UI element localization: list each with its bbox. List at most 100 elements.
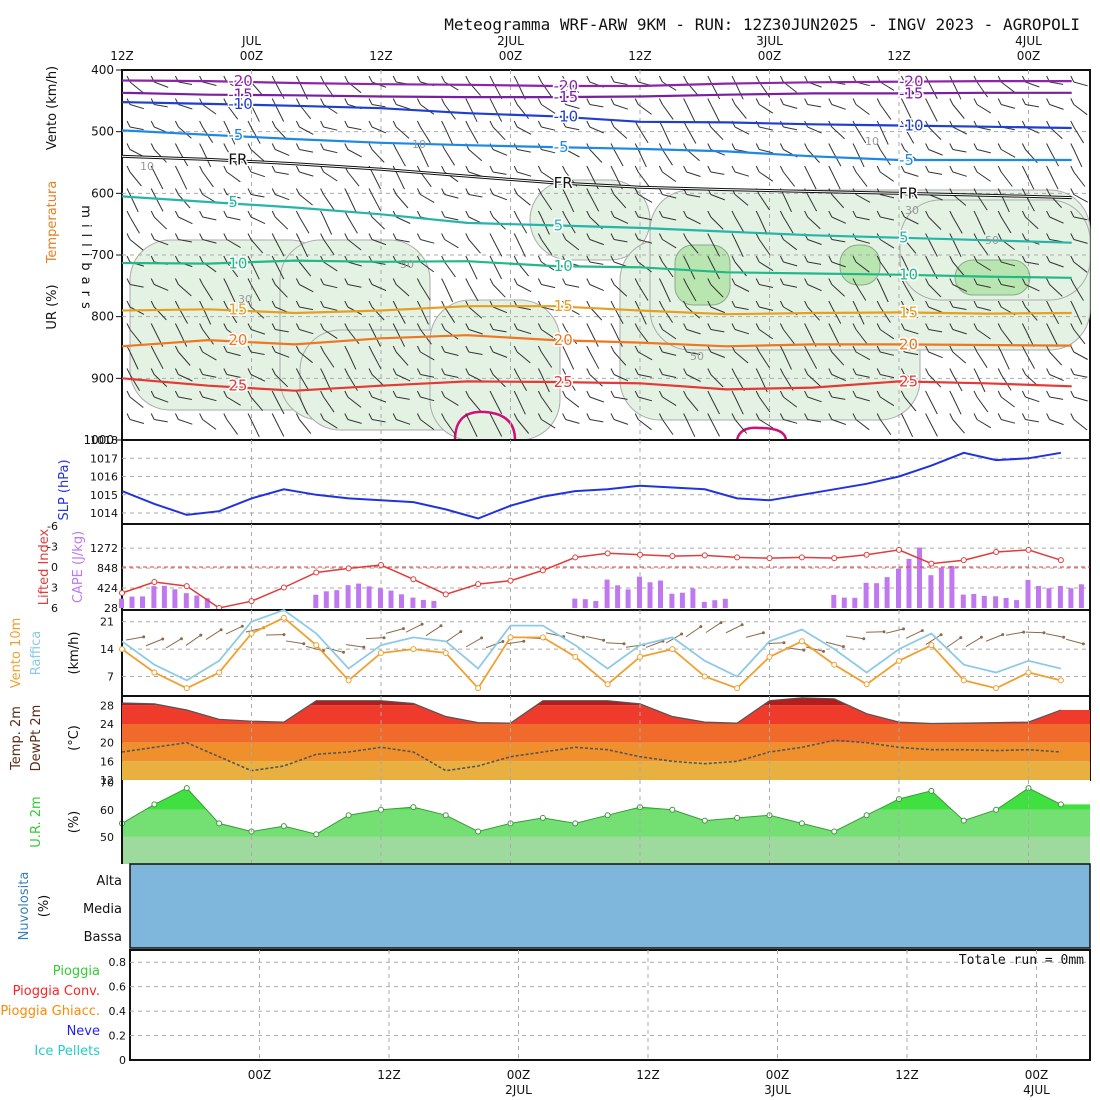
wind-barb-flag — [586, 75, 591, 83]
wind-barb — [759, 284, 774, 288]
wind-barb-flag — [392, 368, 397, 375]
wind-barb — [419, 149, 429, 168]
li-point — [539, 567, 546, 574]
wind-barb — [541, 126, 556, 131]
wind-barb-flag — [489, 233, 494, 240]
wind-barb — [323, 126, 338, 131]
wind-barb — [154, 104, 168, 108]
wind-point — [896, 657, 902, 664]
wind-barb-flag — [247, 188, 252, 195]
wind-barb-flag — [828, 255, 833, 263]
wind-barb — [928, 284, 942, 298]
wind-arrow — [345, 644, 364, 648]
wind-barb-flag — [465, 368, 470, 375]
wind-arrow-head — [622, 642, 626, 646]
wind-arrow-head — [142, 635, 146, 639]
cape-bar — [204, 598, 210, 608]
wind-barb — [395, 216, 411, 224]
wind-barb — [831, 171, 841, 190]
wind-barb-flag — [658, 210, 663, 218]
wind-barb-flag — [683, 413, 688, 420]
wind-barb — [589, 396, 604, 403]
wind-barb — [565, 419, 580, 424]
wind-barb — [734, 284, 750, 292]
wind-barb-flag — [416, 345, 421, 353]
wind-barb — [1024, 329, 1035, 347]
wind-barb-flag — [513, 165, 518, 173]
wind-point — [766, 653, 773, 660]
wind-barb-flag — [416, 368, 421, 375]
wind-point — [183, 685, 190, 692]
wind-barb — [1024, 351, 1035, 369]
wind-barb-flag — [804, 345, 809, 353]
wind-point — [734, 685, 741, 692]
wind-barb — [226, 261, 239, 278]
wind-barb-flag — [779, 143, 784, 150]
wind-barb-flag — [368, 233, 373, 240]
wind-barb-flag — [368, 390, 373, 398]
bottom-hour-label: 00Z — [507, 1068, 531, 1082]
wind-barb-flag — [174, 188, 179, 195]
wind-barb — [637, 329, 650, 345]
li-point — [345, 565, 352, 572]
wind-barb — [178, 374, 193, 382]
rh-contour-label: 50 — [400, 258, 414, 271]
wind-barb — [347, 351, 357, 370]
wind-point — [345, 677, 352, 684]
ylabel-dew: DewPt 2m — [29, 705, 44, 772]
wind-barb-flag — [804, 75, 809, 83]
wind-barb-flag — [392, 413, 397, 420]
isotherm-FR-inner — [121, 155, 1072, 199]
wind-barb — [444, 81, 459, 91]
slp-tick: 1014 — [90, 507, 118, 520]
wind-barb-flag — [779, 323, 784, 330]
li-point — [183, 583, 190, 590]
wind-barb — [541, 306, 556, 311]
wind-barb-flag — [392, 233, 397, 240]
wind-barb-flag — [997, 98, 1002, 105]
wind-barb — [202, 216, 217, 221]
wind-barb-flag — [925, 143, 930, 150]
li-point — [248, 598, 255, 605]
cape-bar — [690, 588, 696, 608]
wind-barb-flag — [513, 210, 518, 218]
wind-barb — [855, 396, 870, 402]
wind-barb — [952, 149, 967, 153]
wind-barb — [178, 239, 192, 243]
wind-barb-flag — [247, 165, 252, 173]
wind-point — [637, 653, 643, 660]
wind-barb — [952, 419, 965, 434]
cape-bar — [323, 591, 329, 608]
wind-barb-flag — [174, 143, 179, 150]
wind-barb-flag — [779, 75, 784, 83]
wind-barb — [976, 329, 991, 340]
wind-barb-flag — [828, 368, 833, 375]
wind-barb-flag — [1046, 278, 1051, 285]
wind-barb-flag — [852, 98, 857, 105]
wind-barb-flag — [1021, 120, 1026, 128]
wind-barb-flag — [1070, 323, 1075, 330]
wind-line — [121, 616, 1062, 690]
wind-barb — [444, 396, 459, 406]
wind-barb — [928, 104, 938, 122]
wind-barb — [468, 419, 478, 438]
wind-barb-flag — [1021, 300, 1026, 308]
cape-bar — [572, 598, 578, 608]
wind-barb-flag — [1046, 255, 1051, 263]
wind-point — [216, 669, 223, 676]
wind-arrow-head — [822, 649, 825, 653]
wind-barb-flag — [126, 323, 131, 330]
wind-barb — [613, 396, 628, 400]
wind-barb — [492, 419, 503, 437]
top-hour-label: 00Z — [758, 49, 782, 63]
wind-barb — [1049, 149, 1060, 167]
wind-barb — [686, 351, 701, 355]
wind-barb — [516, 351, 531, 364]
humidity-area — [529, 179, 651, 261]
wind-barb-flag — [150, 210, 155, 218]
wind-barb — [565, 194, 575, 213]
wind-barb-flag — [852, 165, 857, 173]
wind-barb — [565, 284, 580, 288]
wind-barb — [154, 81, 169, 88]
